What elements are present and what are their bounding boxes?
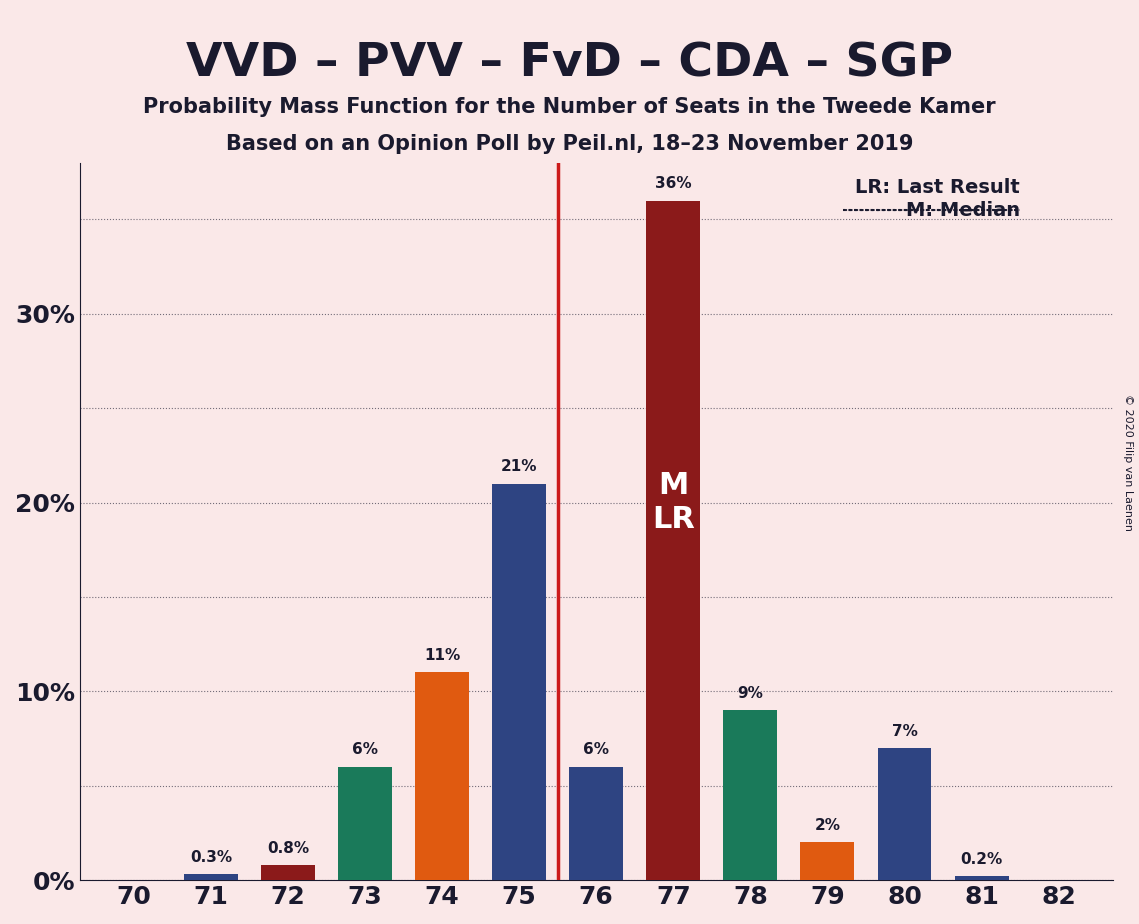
Text: 0.3%: 0.3% [190,850,232,865]
Text: 9%: 9% [737,686,763,700]
Text: 0.2%: 0.2% [960,852,1002,867]
Bar [877,748,932,881]
Text: © 2020 Filip van Laenen: © 2020 Filip van Laenen [1123,394,1133,530]
Bar [338,767,392,881]
Bar [954,876,1008,881]
Text: 6%: 6% [352,743,378,758]
Text: 21%: 21% [501,459,538,474]
Bar [261,865,314,881]
Text: M: Median: M: Median [906,201,1021,220]
Text: LR: Last Result: LR: Last Result [855,178,1021,197]
Text: Based on an Opinion Poll by Peil.nl, 18–23 November 2019: Based on an Opinion Poll by Peil.nl, 18–… [226,134,913,154]
Bar [801,843,854,881]
Bar [415,673,469,881]
Bar [723,711,777,881]
Text: 36%: 36% [655,176,691,191]
Bar [570,767,623,881]
Text: Probability Mass Function for the Number of Seats in the Tweede Kamer: Probability Mass Function for the Number… [144,97,995,117]
Text: 7%: 7% [892,723,917,738]
Text: 0.8%: 0.8% [267,841,309,856]
Bar [183,874,238,881]
Bar [492,484,546,881]
Text: 11%: 11% [424,648,460,663]
Text: 2%: 2% [814,818,841,833]
Text: M
LR: M LR [652,471,695,534]
Text: VVD – PVV – FvD – CDA – SGP: VVD – PVV – FvD – CDA – SGP [186,42,953,87]
Bar [646,201,700,881]
Text: 6%: 6% [583,743,609,758]
